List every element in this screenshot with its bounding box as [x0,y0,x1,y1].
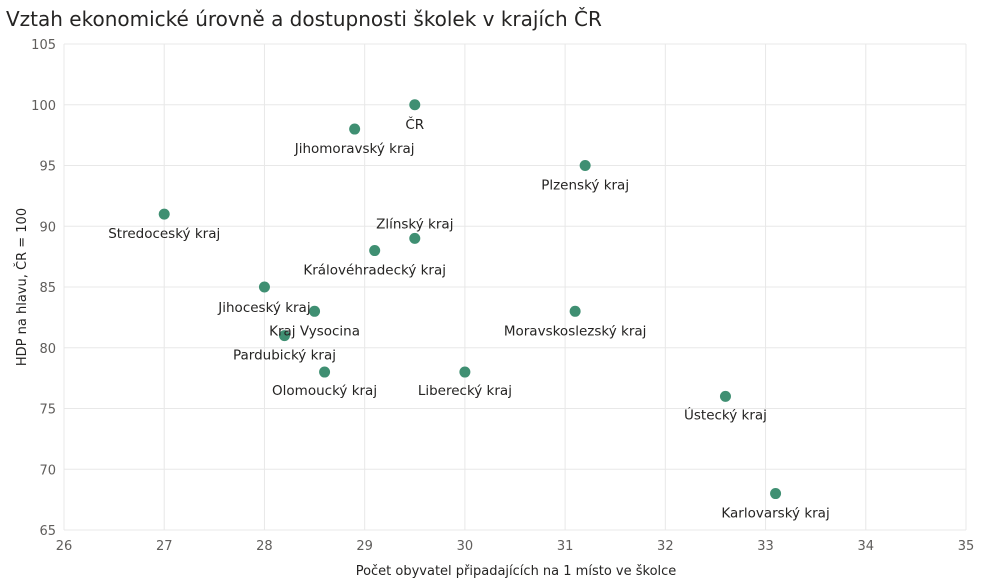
data-points [158,99,782,500]
scatter-point[interactable] [278,330,290,342]
chart-title: Vztah ekonomické úrovně a dostupnosti šk… [6,7,602,31]
scatter-point[interactable] [569,305,581,317]
y-tick-label: 80 [39,342,56,357]
scatter-point[interactable] [459,366,471,378]
scatter-point[interactable] [719,390,731,402]
tick-labels: 26 27 28 29 30 31 32 33 34 35 65 70 75 80 85 90 95 100 105 [31,38,974,554]
x-tick-label: 33 [757,539,774,554]
point-label: Karlovarský kraj [721,506,829,522]
point-label: Moravskoslezský kraj [504,323,647,339]
x-tick-label: 30 [457,539,474,554]
x-tick-label: 32 [657,539,674,554]
x-axis-label: Počet obyvatel připadajících na 1 místo … [356,564,677,579]
x-tick-label: 27 [156,539,173,554]
y-tick-label: 90 [39,220,56,235]
scatter-point[interactable] [409,232,421,244]
scatter-point[interactable] [349,123,361,135]
point-label: Liberecký kraj [418,383,512,399]
point-label: Zlínský kraj [376,216,453,232]
scatter-point[interactable] [579,160,591,171]
point-label: Pardubický kraj [233,348,336,364]
y-tick-label: 105 [31,38,56,53]
grid [63,43,967,531]
x-tick-label: 34 [858,539,875,554]
y-tick-label: 70 [39,463,56,478]
x-tick-label: 26 [56,539,73,554]
data-labels: ČR Jihomoravský kraj Plzenský kraj Stredoce… [108,115,830,522]
scatter-point[interactable] [309,305,321,317]
point-label: Kraj Vysocina [269,323,360,339]
scatter-point[interactable] [158,208,170,220]
scatter-point[interactable] [258,281,270,293]
y-tick-label: 95 [39,160,56,175]
y-tick-label: 85 [39,281,56,296]
point-label: Plzenský kraj [541,178,629,194]
y-tick-label: 100 [31,99,56,114]
x-tick-label: 35 [958,539,975,554]
scatter-point[interactable] [319,366,331,378]
y-tick-label: 75 [39,403,56,418]
x-tick-label: 31 [557,539,574,554]
scatter-point[interactable] [409,99,421,111]
scatter-point[interactable] [369,245,381,257]
x-tick-label: 29 [356,539,373,554]
point-label: Olomoucký kraj [272,383,377,399]
point-label: ČR [405,115,424,133]
point-label: Jihoceský kraj [217,300,310,316]
scatter-point[interactable] [770,488,782,500]
point-label: Ústecký kraj [684,405,767,423]
y-tick-label: 65 [39,524,56,539]
point-label: Stredoceský kraj [108,226,220,242]
y-axis-label: HDP na hlavu, ČR = 100 [14,208,30,366]
x-tick-label: 28 [256,539,273,554]
point-label: Jihomoravský kraj [294,141,415,157]
point-label: Královéhradecký kraj [303,263,446,279]
